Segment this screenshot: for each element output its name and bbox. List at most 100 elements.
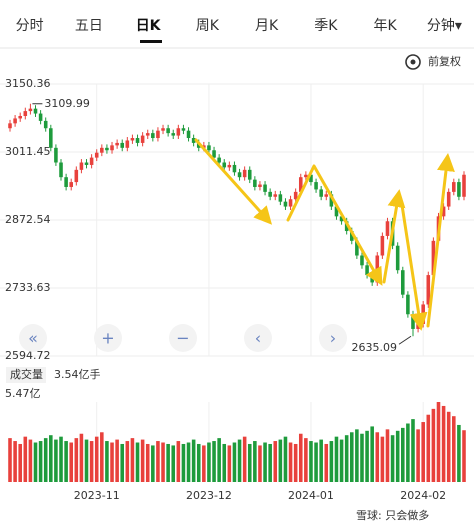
volume-bar — [54, 439, 58, 482]
candle-body — [222, 162, 227, 168]
candle-body — [411, 314, 415, 329]
nav-button-label[interactable]: ‹ — [255, 329, 261, 348]
candle-body — [28, 108, 33, 112]
candle-body — [151, 133, 155, 139]
candle-body — [54, 147, 58, 163]
candle-body — [452, 182, 456, 192]
candle-body — [288, 199, 293, 207]
tab[interactable]: 五日 — [75, 18, 103, 34]
volume-bar — [125, 441, 130, 482]
candle-body — [329, 194, 334, 207]
tab[interactable]: 分钟▾ — [427, 17, 462, 34]
nav-button[interactable] — [319, 324, 347, 352]
candle-body — [69, 182, 73, 187]
candle-body — [258, 184, 262, 187]
volume-bar — [273, 441, 278, 482]
volume-bar — [89, 441, 94, 482]
y-tick-label: 3011.45 — [5, 145, 51, 158]
volume-bar — [18, 443, 22, 482]
candle-body — [33, 108, 38, 114]
volume-bar — [268, 443, 272, 482]
candle-body — [84, 162, 89, 165]
nav-button-label[interactable]: « — [28, 329, 38, 348]
arrow — [400, 203, 428, 331]
candle-body — [181, 128, 186, 131]
nav-button-label[interactable]: + — [101, 329, 114, 348]
candle-body — [217, 157, 221, 163]
nav-button[interactable] — [94, 324, 122, 352]
volume-bar — [360, 433, 364, 482]
tab[interactable]: 年K — [374, 18, 398, 34]
x-tick-label: 2024-02 — [400, 489, 446, 502]
candle-body — [94, 152, 99, 158]
candle-body — [426, 275, 431, 305]
nav-button-label[interactable]: › — [330, 329, 336, 348]
nav-button[interactable] — [19, 324, 47, 352]
settings-icon-dot — [410, 59, 416, 65]
candle-body — [105, 147, 109, 151]
candle-body — [166, 128, 170, 134]
volume-bar — [166, 443, 170, 482]
tab[interactable]: 周K — [196, 18, 220, 34]
candle-body — [79, 162, 84, 170]
candle-body — [334, 206, 339, 217]
candle-body — [156, 130, 160, 139]
y-tick-label: 3150.36 — [5, 77, 51, 90]
x-tick-label: 2023-11 — [74, 489, 120, 502]
volume-bar — [33, 442, 38, 482]
volume-bar — [242, 436, 247, 482]
candle-body — [145, 133, 150, 136]
candle-body — [8, 123, 12, 129]
volume-bar — [401, 427, 405, 482]
candle-body — [74, 169, 79, 183]
adjust-label[interactable]: 前复权 — [428, 54, 461, 68]
volume-bar — [181, 443, 186, 482]
candle-body — [293, 191, 298, 200]
candle-body — [13, 118, 17, 124]
candle-body — [176, 128, 181, 136]
tab[interactable]: 日K — [136, 18, 162, 34]
x-tick-label: 2024-01 — [288, 489, 334, 502]
nav-button[interactable] — [244, 324, 272, 352]
volume-bar — [151, 445, 155, 482]
candle-body — [385, 221, 390, 236]
candle-body — [247, 169, 252, 180]
volume-bar — [314, 442, 318, 482]
annotation-line — [398, 335, 412, 345]
tab[interactable]: 分时 — [16, 18, 44, 34]
volume-bar — [59, 436, 63, 482]
volume-bar — [436, 402, 441, 482]
volume-bar — [334, 436, 339, 482]
nav-button-label[interactable]: − — [176, 329, 189, 348]
volume-bar — [120, 443, 125, 482]
candle-body — [339, 216, 344, 222]
annotation-label: 3109.99 — [44, 97, 90, 110]
volume-bar — [140, 439, 145, 482]
tab[interactable]: 季K — [314, 18, 338, 34]
volume-bar — [13, 441, 17, 482]
candle-body — [237, 172, 242, 178]
nav-button[interactable] — [169, 324, 197, 352]
candle-body — [457, 182, 461, 197]
candle-body — [130, 138, 135, 141]
volume-bar — [217, 438, 221, 482]
volume-bar — [406, 423, 410, 482]
tab[interactable]: 月K — [255, 18, 279, 34]
volume-bar — [8, 438, 12, 482]
candle-body — [115, 142, 119, 146]
volume-bar — [110, 442, 114, 482]
volume-bar — [375, 432, 380, 482]
candle-body — [125, 140, 130, 148]
settings-icon[interactable] — [405, 54, 421, 70]
y-tick-label: 2733.63 — [5, 281, 51, 294]
candle-body — [212, 150, 216, 158]
y-tick-label: 2594.72 — [5, 349, 51, 362]
candle-body — [462, 174, 466, 197]
candle-body — [421, 304, 425, 325]
candle-body — [268, 191, 272, 197]
candle-body — [89, 157, 94, 165]
volume-bar — [202, 445, 206, 482]
candle-body — [135, 138, 140, 143]
volume-bar — [380, 436, 385, 482]
volume-bar — [171, 445, 176, 482]
